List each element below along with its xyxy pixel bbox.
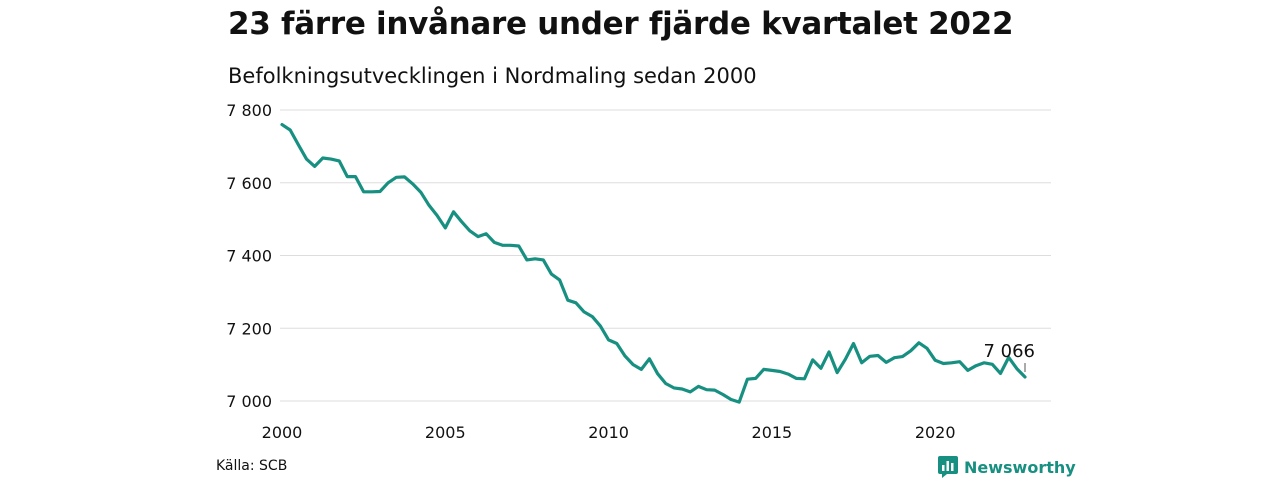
series-layer [280, 123, 1027, 404]
source-label: Källa: SCB [216, 458, 288, 474]
y-tick-label: 7 000 [226, 392, 272, 411]
y-axis-ticks: 7 000 7 200 7 400 7 600 7 800 [226, 101, 272, 411]
chart-subtitle: Befolkningsutvecklingen i Nordmaling sed… [228, 64, 757, 88]
x-tick-label: 2000 [262, 423, 303, 442]
y-tick-label: 7 800 [226, 101, 272, 120]
newsworthy-logo-icon [938, 456, 958, 478]
end-value-label: 7 066 [983, 341, 1035, 362]
x-tick-label: 2020 [915, 423, 956, 442]
x-axis-ticks: 2000 2005 2010 2015 2020 [262, 423, 956, 442]
y-tick-label: 7 200 [226, 319, 272, 338]
x-tick-label: 2005 [425, 423, 466, 442]
series-line [280, 123, 1027, 404]
newsworthy-logo: Newsworthy [938, 456, 1076, 478]
chart-title: 23 färre invånare under fjärde kvartalet… [228, 6, 1014, 42]
gridlines [280, 109, 1051, 402]
x-tick-label: 2015 [752, 423, 793, 442]
newsworthy-logo-text: Newsworthy [964, 457, 1076, 477]
annotation-layer: 7 066 [983, 341, 1035, 372]
y-tick-label: 7 600 [226, 174, 272, 193]
y-tick-label: 7 400 [226, 247, 272, 266]
x-tick-label: 2010 [588, 423, 629, 442]
